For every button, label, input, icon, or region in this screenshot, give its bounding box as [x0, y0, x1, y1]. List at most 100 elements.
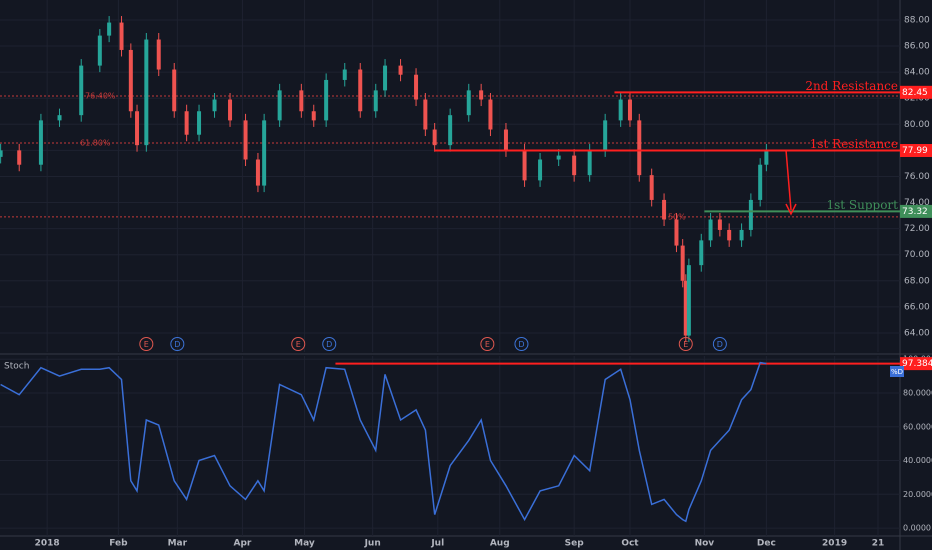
candle-body	[398, 65, 403, 75]
candle-body	[683, 280, 688, 336]
x-tick-label: 2019	[822, 539, 847, 549]
y-tick-label: 0.0000	[903, 524, 931, 533]
indicator-title: Stoch	[4, 362, 29, 372]
candle-body	[649, 175, 654, 200]
x-tick-label: Aug	[490, 539, 510, 549]
event-label: E	[485, 340, 490, 349]
y-tick-label: 72.00	[904, 224, 930, 234]
candle-body	[727, 229, 732, 241]
candle-body	[466, 90, 471, 116]
y-tick-label: 64.00	[904, 328, 930, 338]
x-tick-label: Apr	[234, 539, 252, 549]
candle-body	[144, 39, 149, 146]
candle-body	[212, 99, 217, 112]
candle-body	[38, 120, 43, 165]
event-label: E	[683, 340, 688, 349]
legend-badge	[890, 366, 904, 377]
x-tick-label: Jul	[430, 539, 444, 549]
candle-body	[255, 159, 260, 186]
candle-body	[358, 69, 363, 112]
x-tick-label: May	[294, 539, 315, 549]
candle-body	[587, 150, 592, 176]
y-tick-label: 80.0000	[903, 388, 932, 397]
candle-body	[488, 99, 493, 130]
level-label: 1st Support	[826, 198, 898, 212]
event-marker	[170, 337, 185, 351]
y-tick-label: 40.0000	[903, 456, 932, 465]
fib-label: 76.40%	[85, 91, 116, 100]
candle-body	[572, 155, 577, 176]
event-label: D	[174, 340, 180, 349]
fib-label: 50%	[668, 212, 686, 221]
x-tick-label: Jun	[364, 539, 381, 549]
candle-body	[156, 39, 161, 70]
candle-body	[184, 111, 189, 135]
level-badge	[900, 204, 932, 218]
arrow	[785, 149, 792, 211]
y-tick-label: 84.00	[904, 68, 930, 78]
event-label: D	[717, 340, 723, 349]
candle-body	[686, 265, 691, 336]
x-tick-label: Nov	[695, 539, 715, 549]
candle-body	[172, 69, 177, 112]
y-tick-label: 60.0000	[903, 422, 932, 431]
y-tick-label: 74.00	[904, 198, 930, 208]
level-badge-label: 82.45	[902, 88, 928, 98]
arrow-head	[785, 203, 797, 216]
y-tick-label: 80.00	[904, 120, 930, 130]
event-marker	[139, 337, 154, 351]
y-tick-label: 86.00	[904, 42, 930, 52]
candle-body	[556, 155, 561, 160]
x-tick-label: Sep	[565, 539, 585, 549]
candle-body	[748, 199, 753, 230]
candle-body	[699, 240, 704, 266]
candle-body	[17, 150, 22, 165]
y-tick-label: 70.00	[904, 250, 930, 260]
candle-body	[383, 65, 388, 91]
candle-body	[618, 99, 623, 121]
candle-body	[135, 111, 140, 146]
candle-body	[603, 120, 608, 151]
candle-body	[538, 159, 543, 181]
candle-body	[197, 111, 202, 135]
y-tick-label: 68.00	[904, 276, 930, 286]
event-marker	[322, 337, 337, 351]
y-tick-label: 76.00	[904, 172, 930, 182]
x-tick-label: Oct	[621, 539, 639, 549]
event-label: E	[144, 340, 149, 349]
event-marker	[291, 337, 306, 351]
level-badge	[900, 85, 932, 99]
candle-body	[128, 49, 133, 112]
candle-body	[119, 22, 124, 50]
y-tick-label: 66.00	[904, 302, 930, 312]
candle-body	[228, 99, 233, 121]
candle-body	[342, 69, 347, 80]
candle-body	[311, 111, 316, 121]
level-badge-label: 77.99	[902, 146, 928, 156]
event-marker	[712, 337, 727, 351]
event-marker	[514, 337, 529, 351]
y-tick-label: 20.0000	[903, 490, 932, 499]
level-badge	[900, 144, 932, 158]
level-label: 1st Resistance	[810, 137, 898, 151]
legend-label: %D	[891, 368, 903, 376]
candle-body	[97, 35, 102, 66]
candle-body	[448, 115, 453, 146]
level-badge-label: 73.32	[902, 207, 928, 217]
y-tick-label: 88.00	[904, 15, 930, 25]
candle-body	[432, 129, 437, 146]
candle-body	[637, 120, 642, 176]
candle-body	[262, 120, 267, 186]
x-tick-label: 21	[872, 539, 885, 549]
level-label: 2nd Resistance	[805, 79, 898, 93]
candle-body	[414, 74, 419, 100]
candle-body	[680, 245, 685, 281]
candle-body	[423, 99, 428, 130]
event-label: D	[518, 340, 524, 349]
event-label: E	[296, 340, 301, 349]
x-tick-label: 2018	[35, 539, 60, 549]
stoch-last-badge	[900, 357, 932, 371]
candle-body	[57, 115, 62, 121]
